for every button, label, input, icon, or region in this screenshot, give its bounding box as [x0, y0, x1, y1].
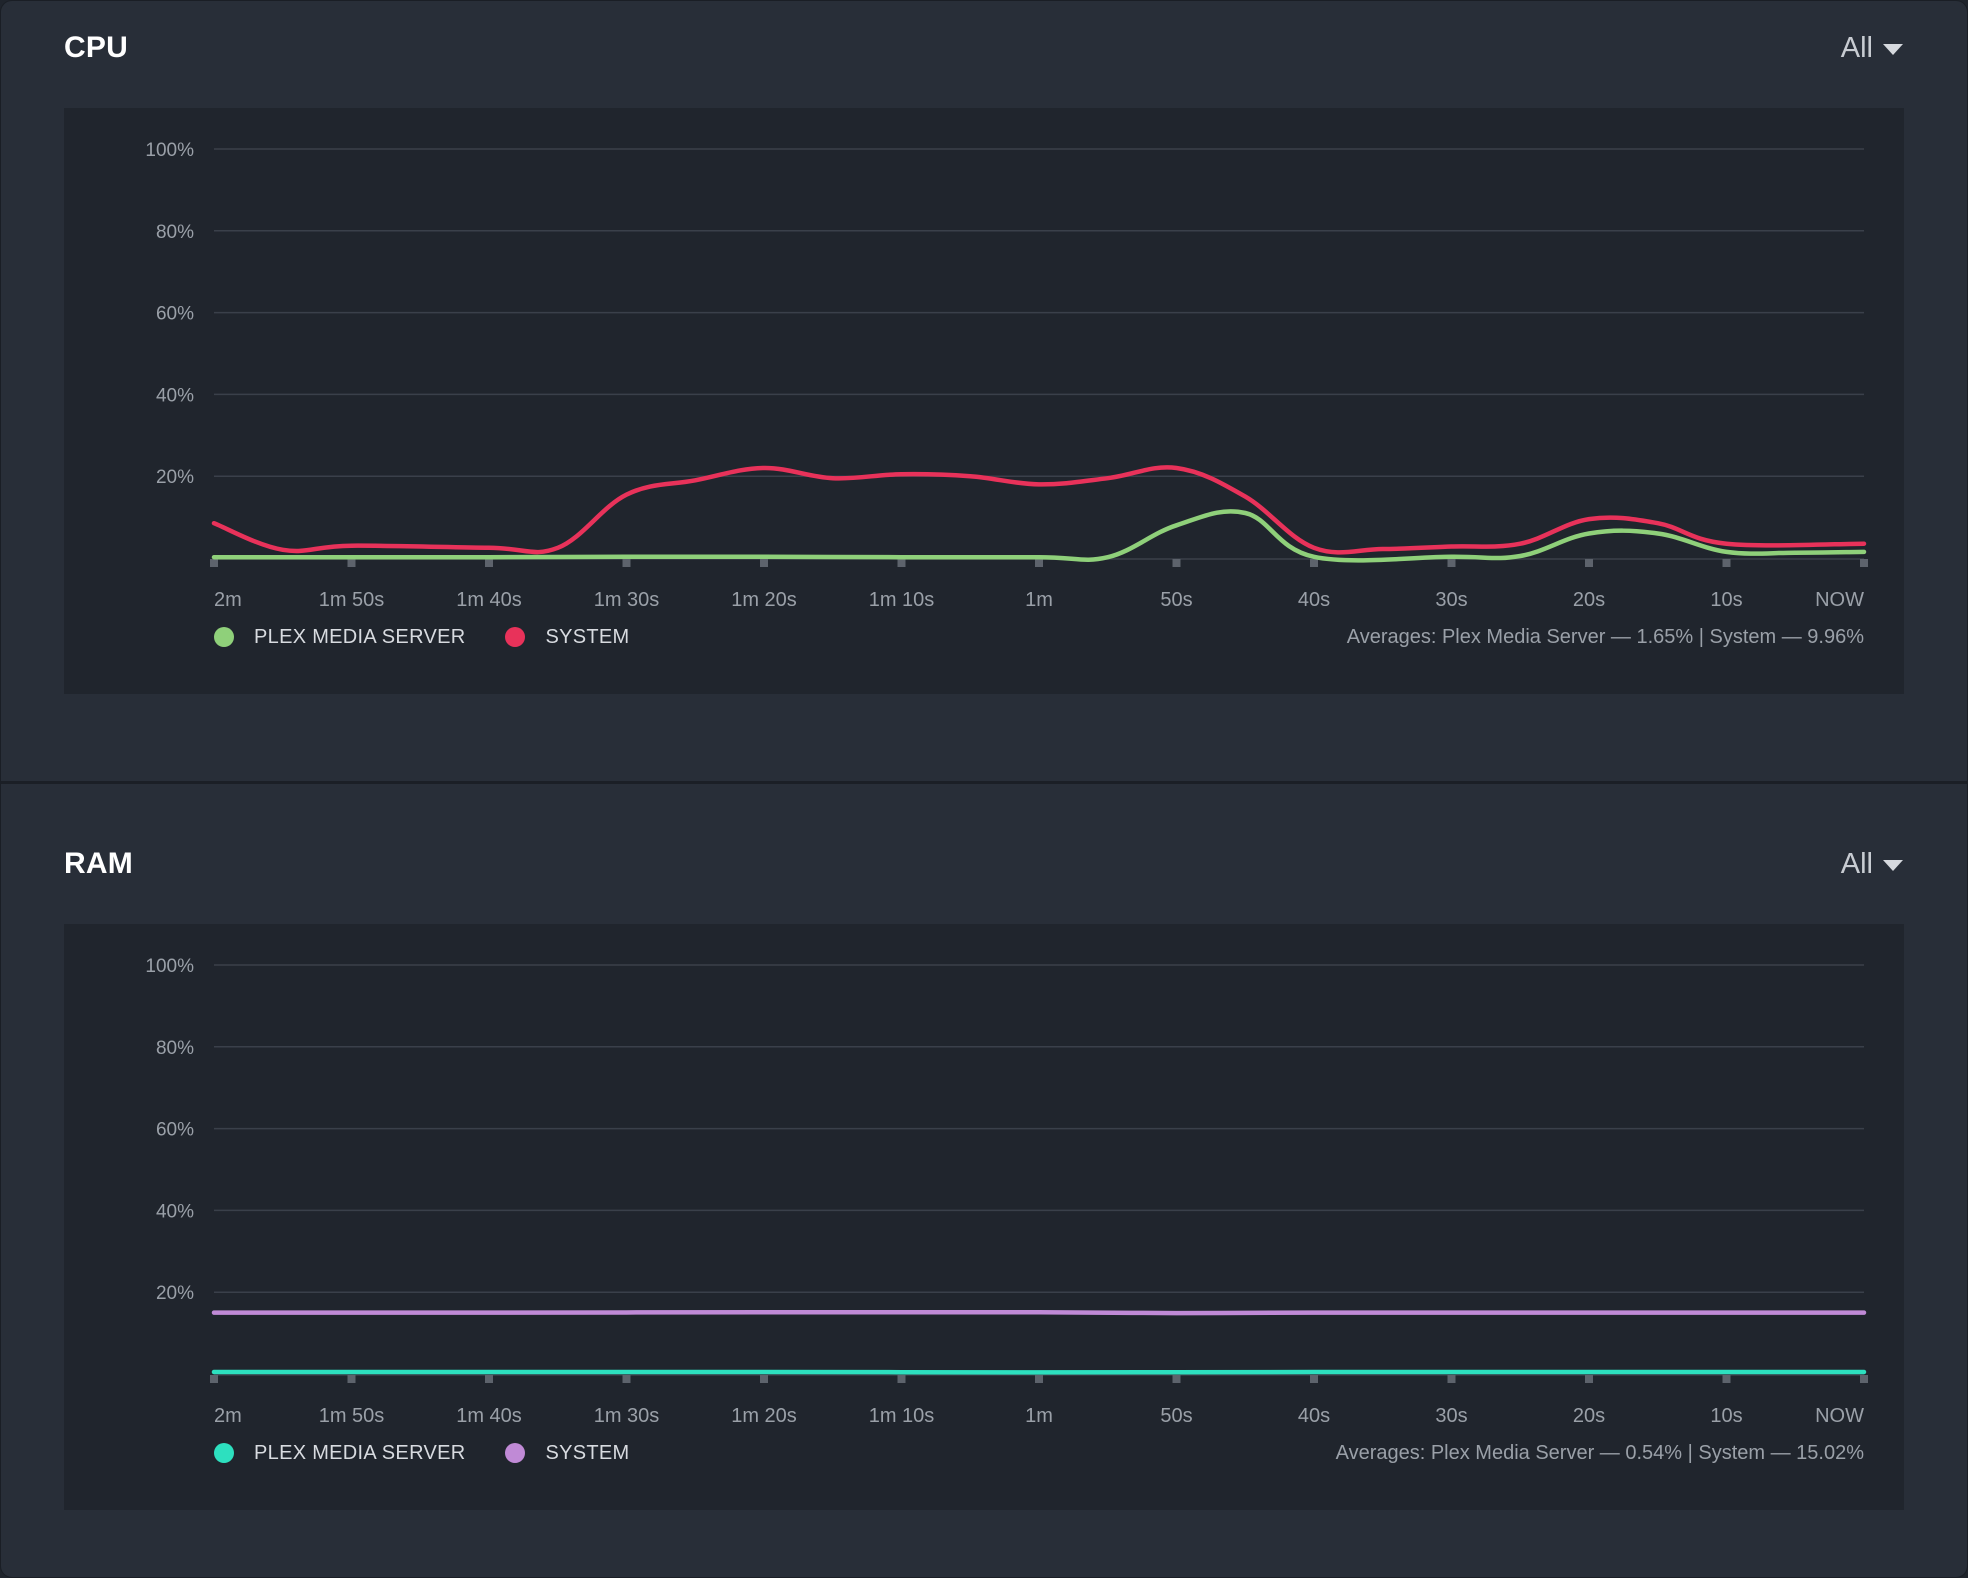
- legend-dot-system: [505, 1443, 526, 1463]
- ram-panel-title: RAM: [64, 847, 133, 880]
- y-tick-label: 20%: [156, 1283, 194, 1304]
- cpu-range-value: All: [1840, 31, 1873, 64]
- x-tick-mark: [347, 559, 356, 567]
- y-tick-label: 60%: [156, 304, 194, 325]
- chevron-down-icon: [1883, 43, 1903, 55]
- legend-label-system: SYSTEM: [545, 625, 630, 648]
- x-tick-label: 20s: [1573, 589, 1605, 611]
- x-tick-label: 40s: [1298, 589, 1330, 611]
- x-tick-mark: [622, 1375, 631, 1383]
- y-tick-label: 100%: [145, 956, 194, 977]
- x-tick-label: 50s: [1160, 589, 1192, 611]
- x-tick-mark: [622, 559, 631, 567]
- x-tick-mark: [1447, 1375, 1456, 1383]
- x-tick-label: 30s: [1435, 1405, 1467, 1427]
- x-tick-label: 1m 50s: [319, 1405, 385, 1427]
- legend-label-plex: PLEX MEDIA SERVER: [254, 625, 466, 648]
- legend-item-plex-media-server[interactable]: PLEX MEDIA SERVER: [214, 1442, 465, 1465]
- y-tick-label: 20%: [156, 467, 194, 488]
- legend-label-system: SYSTEM: [545, 1441, 630, 1464]
- y-tick-label: 100%: [145, 140, 194, 161]
- ram-range-dropdown[interactable]: All: [1841, 846, 1903, 882]
- ram-chart-svg: 100% 80% 60% 40% 20% 2m 1m 50s 1m 40s 1m 30s 1m 2…: [145, 956, 1868, 1427]
- x-tick-mark: [485, 559, 493, 567]
- legend-label-plex: PLEX MEDIA SERVER: [254, 1441, 466, 1464]
- x-tick-label: 1m: [1025, 589, 1053, 611]
- x-tick-label: 2m: [214, 589, 242, 611]
- x-tick-label: 1m 10s: [869, 1405, 935, 1427]
- x-tick-mark: [1860, 559, 1868, 567]
- x-tick-mark: [1722, 1375, 1731, 1383]
- x-tick-mark: [760, 1375, 768, 1383]
- cpu-panel-title: CPU: [64, 31, 128, 64]
- series-line-system: [211, 1309, 1867, 1316]
- x-tick-mark: [1585, 559, 1593, 567]
- series-line-system: [211, 465, 1867, 555]
- ram-averages: Averages: Plex Media Server — 0.54% | Sy…: [1335, 1442, 1864, 1464]
- ram-range-value: All: [1840, 847, 1873, 880]
- x-tick-mark: [1172, 559, 1181, 567]
- chevron-down-icon: [1883, 859, 1903, 871]
- x-tick-mark: [1172, 1375, 1181, 1383]
- y-tick-label: 80%: [156, 1038, 194, 1059]
- legend-item-plex-media-server[interactable]: PLEX MEDIA SERVER: [214, 626, 465, 649]
- cpu-chart-svg: 100% 80% 60% 40% 20% 2m 1m 50s 1m 40s 1m 30s 1m 2…: [145, 140, 1868, 611]
- x-tick-label: 10s: [1710, 1405, 1742, 1427]
- x-tick-label: 1m 50s: [319, 589, 385, 611]
- legend-dot-plex: [214, 627, 234, 647]
- x-tick-mark: [485, 1375, 493, 1383]
- panel-divider: [1, 781, 1968, 784]
- x-tick-mark: [347, 1375, 356, 1383]
- x-tick-mark: [1447, 559, 1456, 567]
- y-tick-label: 40%: [156, 385, 194, 406]
- x-tick-mark: [1585, 1375, 1593, 1383]
- x-tick-label: 10s: [1710, 589, 1742, 611]
- legend-item-system[interactable]: SYSTEM: [505, 626, 629, 649]
- y-tick-label: 60%: [156, 1120, 194, 1141]
- x-tick-label: 1m 30s: [594, 589, 660, 611]
- x-tick-mark: [1860, 1375, 1868, 1383]
- x-tick-mark: [210, 559, 218, 567]
- x-tick-mark: [210, 1375, 218, 1383]
- series-line-plex-media-server: [211, 509, 1867, 563]
- x-tick-label: 2m: [214, 1405, 242, 1427]
- x-tick-mark: [1310, 1375, 1318, 1383]
- x-tick-label: 20s: [1573, 1405, 1605, 1427]
- legend-dot-plex: [214, 1443, 234, 1463]
- x-tick-label: 1m 30s: [594, 1405, 660, 1427]
- x-tick-mark: [897, 559, 906, 567]
- cpu-range-dropdown[interactable]: All: [1841, 30, 1903, 66]
- x-tick-label: 1m 40s: [456, 589, 522, 611]
- x-tick-label: 1m 20s: [731, 589, 797, 611]
- x-tick-label: 1m 20s: [731, 1405, 797, 1427]
- x-tick-label: NOW: [1815, 1405, 1864, 1427]
- x-tick-label: 50s: [1160, 1405, 1192, 1427]
- legend-item-system[interactable]: SYSTEM: [505, 1442, 629, 1465]
- x-tick-label: 30s: [1435, 589, 1467, 611]
- x-tick-mark: [760, 559, 768, 567]
- ram-chart: 100% 80% 60% 40% 20% 2m 1m 50s 1m 40s 1m 30s 1m 2…: [64, 924, 1904, 1510]
- x-tick-mark: [897, 1375, 906, 1383]
- x-tick-mark: [1722, 559, 1731, 567]
- x-tick-mark: [1310, 559, 1318, 567]
- legend-dot-system: [505, 627, 526, 647]
- cpu-chart: 100% 80% 60% 40% 20% 2m 1m 50s 1m 40s 1m 30s 1m 2…: [64, 108, 1904, 694]
- x-tick-mark: [1035, 559, 1043, 567]
- ram-legend: PLEX MEDIA SERVER SYSTEM: [214, 1438, 670, 1468]
- x-tick-label: 1m: [1025, 1405, 1053, 1427]
- x-tick-label: 1m 10s: [869, 589, 935, 611]
- x-tick-label: 1m 40s: [456, 1405, 522, 1427]
- x-tick-mark: [1035, 1375, 1043, 1383]
- x-tick-label: NOW: [1815, 589, 1864, 611]
- y-tick-label: 40%: [156, 1201, 194, 1222]
- x-tick-label: 40s: [1298, 1405, 1330, 1427]
- cpu-legend: PLEX MEDIA SERVER SYSTEM: [214, 622, 670, 652]
- y-tick-label: 80%: [156, 222, 194, 243]
- cpu-averages: Averages: Plex Media Server — 1.65% | Sy…: [1346, 626, 1864, 648]
